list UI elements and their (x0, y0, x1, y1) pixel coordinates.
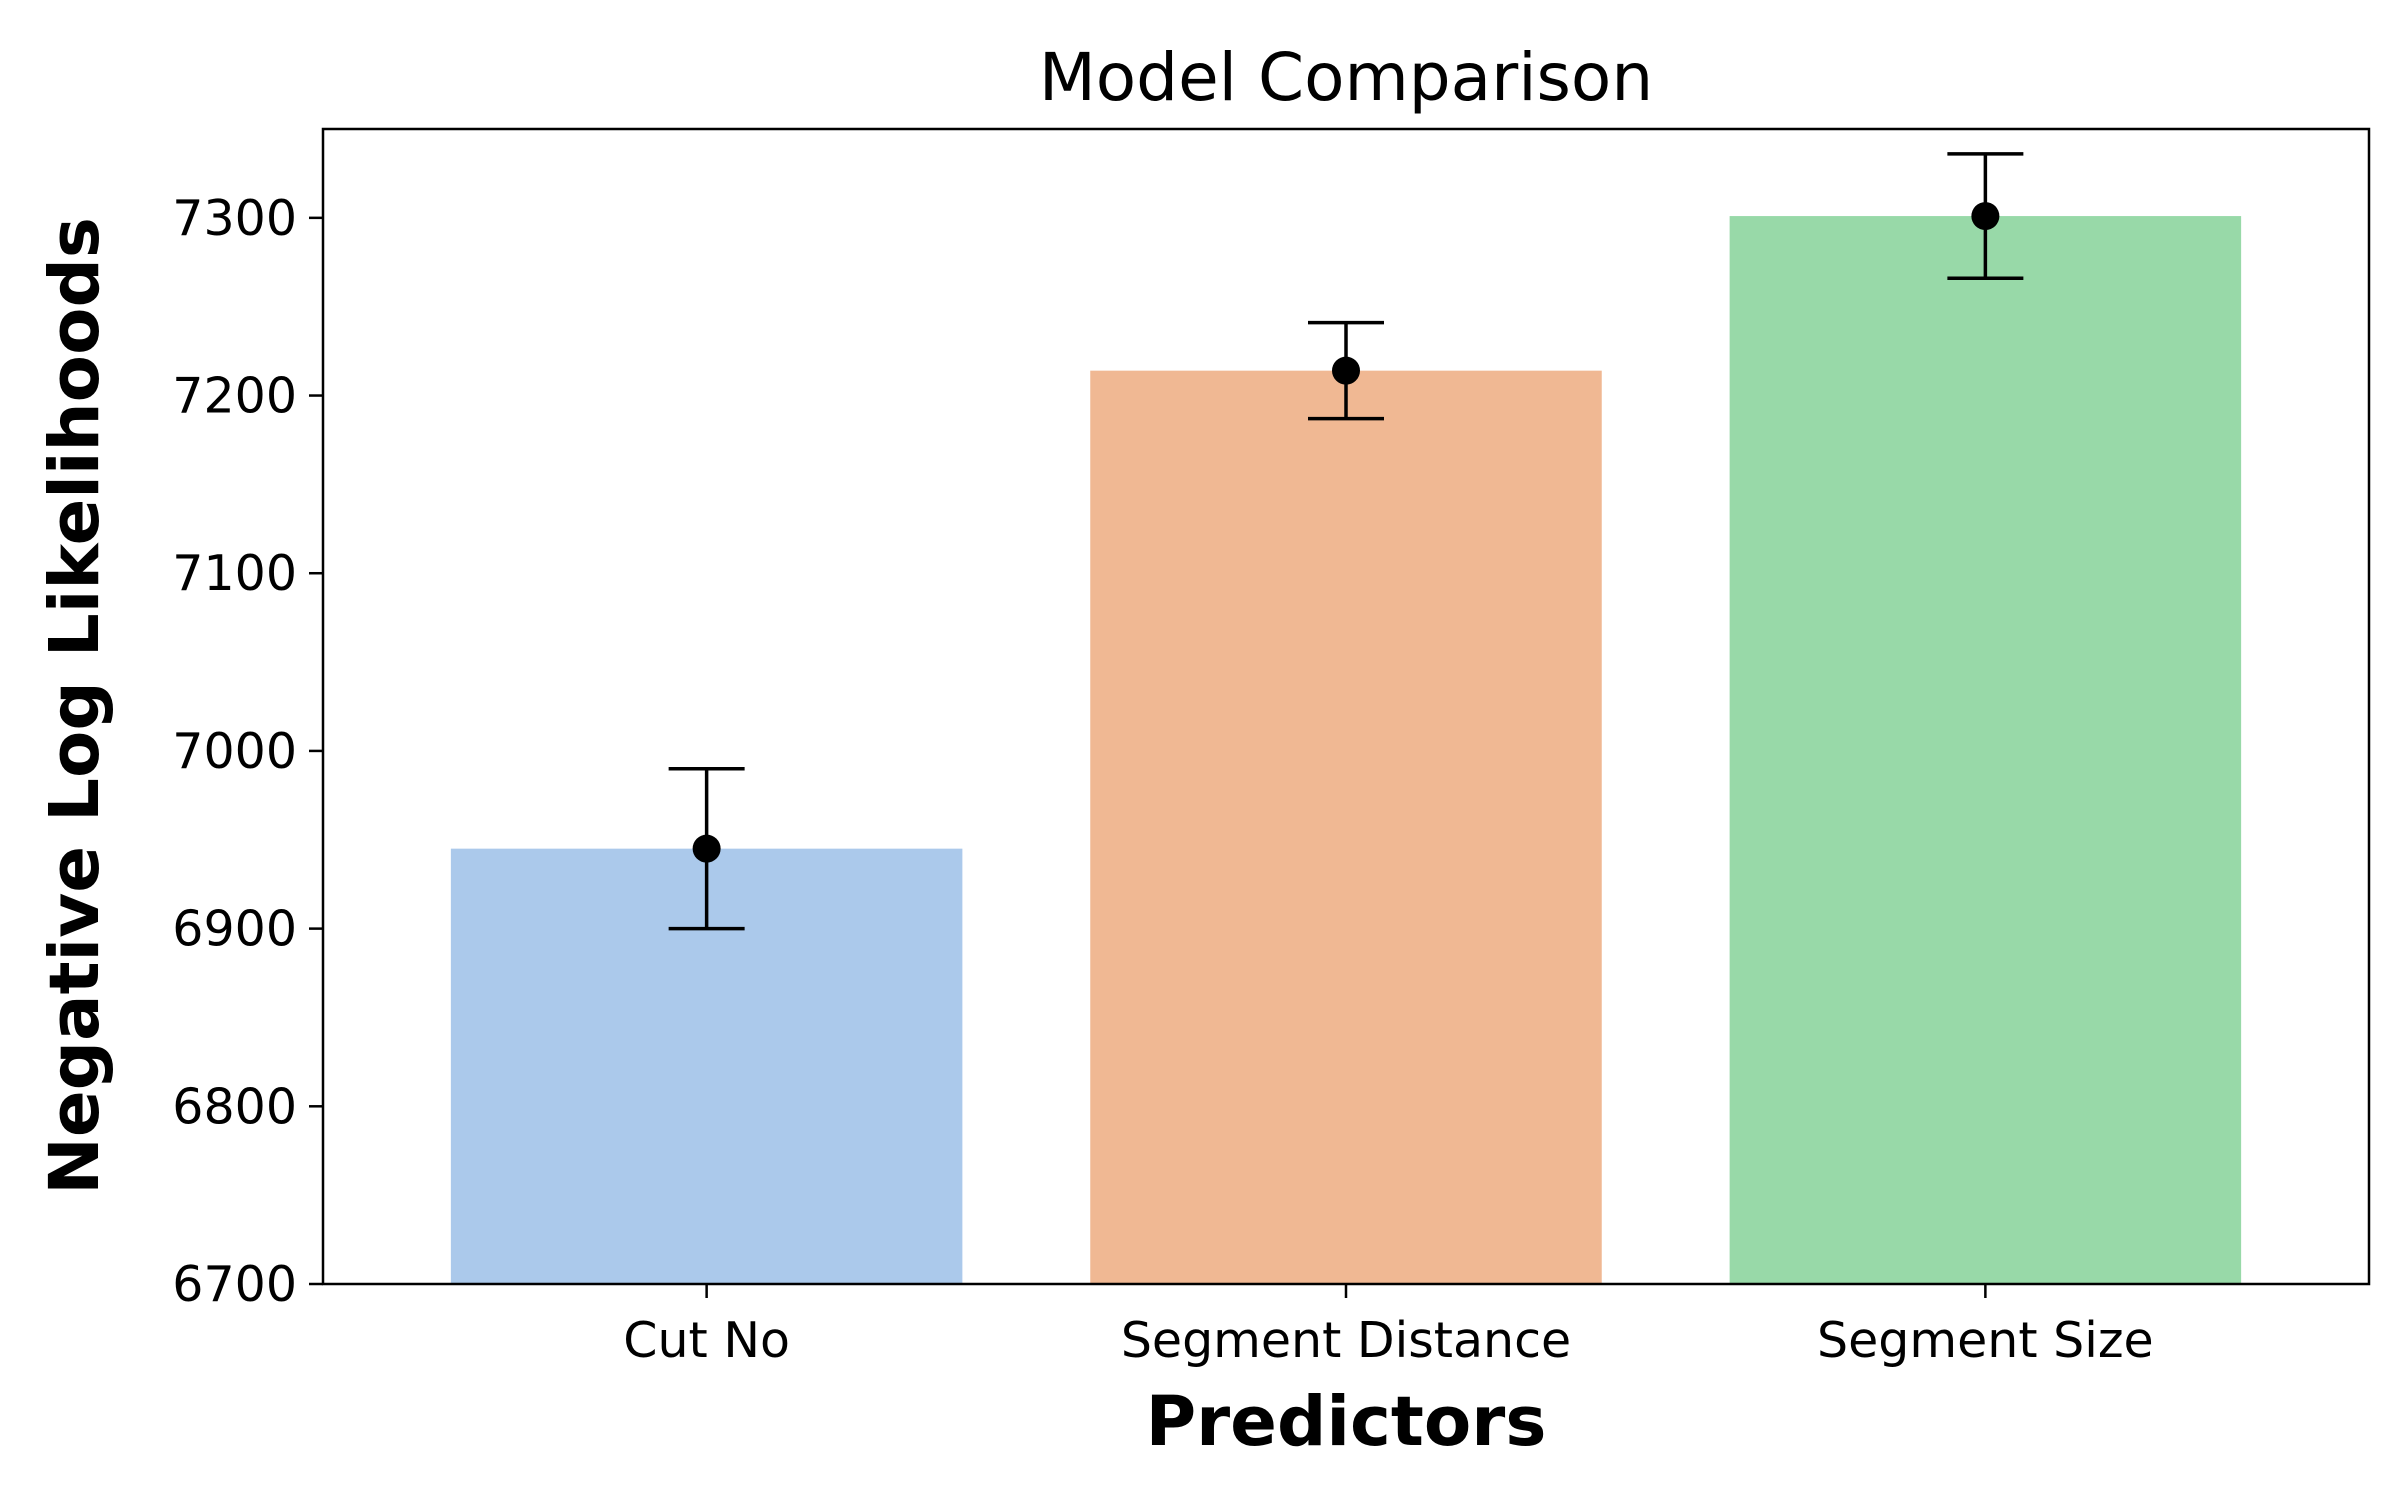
x-axis: Cut No Segment Distance Segment Size (623, 1284, 2154, 1369)
y-tick-label: 6700 (172, 1256, 297, 1313)
y-tick-label: 7200 (172, 368, 297, 425)
x-tick-label: Cut No (623, 1312, 790, 1369)
bars-layer (450, 216, 2242, 1285)
y-tick-label: 7000 (172, 723, 297, 780)
chart-title: Model Comparison (1039, 39, 1653, 116)
x-tick-label: Segment Size (1817, 1312, 2154, 1369)
y-axis: 6700 6800 6900 7000 7100 7200 7300 (172, 190, 323, 1313)
y-axis-label: Negative Log Likelihoods (35, 217, 115, 1195)
bar-segment-distance (1090, 370, 1602, 1285)
error-bar (668, 766, 745, 931)
bar-segment-size (1729, 216, 2242, 1285)
error-bar (1947, 152, 2024, 281)
y-tick-label: 6900 (172, 901, 297, 958)
error-bar (1308, 320, 1384, 421)
y-tick-label: 6800 (172, 1078, 297, 1135)
error-bars-layer (668, 152, 2024, 931)
mean-point (1971, 202, 2000, 231)
x-axis-label: Predictors (1146, 1382, 1547, 1462)
y-tick-label: 7300 (172, 190, 297, 247)
mean-point (692, 834, 721, 863)
y-tick-label: 7100 (172, 545, 297, 602)
x-tick-label: Segment Distance (1121, 1312, 1571, 1369)
mean-point (1332, 356, 1360, 385)
